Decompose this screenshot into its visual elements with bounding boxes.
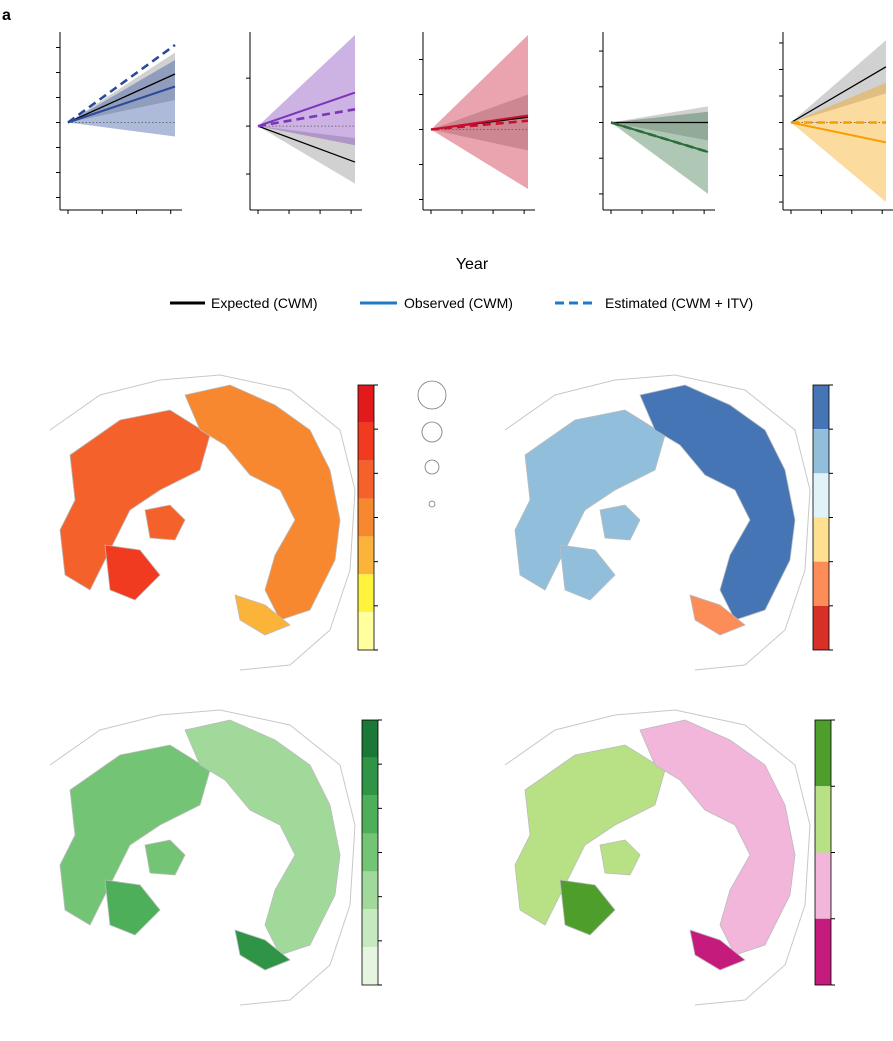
colorbar-segment xyxy=(358,385,374,423)
colorbar-segment xyxy=(362,947,378,985)
map-land xyxy=(49,709,356,1006)
land-region xyxy=(639,384,796,621)
ci-band-expected xyxy=(68,52,175,123)
land-region xyxy=(234,929,291,971)
colorbar-segment xyxy=(358,498,374,537)
colorbar-segment xyxy=(813,561,829,606)
series-line-estimated xyxy=(610,121,709,154)
land-region xyxy=(559,879,616,936)
trait-chart-1 xyxy=(246,32,362,214)
land-region xyxy=(184,384,341,621)
trait-chart-3 xyxy=(599,32,715,214)
legend: Expected (CWM) Observed (CWM) Estimated … xyxy=(170,295,753,311)
ci-band-observed xyxy=(791,82,886,203)
colorbar-segment xyxy=(358,574,374,613)
map-land xyxy=(504,709,811,1006)
colorbar-segment xyxy=(362,833,378,872)
ci-band-observed xyxy=(258,35,355,146)
series-line-observed xyxy=(257,91,356,128)
colorbar-segment xyxy=(362,720,378,758)
land-region xyxy=(234,594,291,636)
ci-band-observed xyxy=(431,35,528,189)
coastline xyxy=(49,374,356,671)
land-region xyxy=(514,409,666,591)
panel-a-letter: a xyxy=(2,7,11,24)
series-line-expected xyxy=(790,66,887,124)
series-line-expected xyxy=(67,73,176,124)
coastline xyxy=(49,709,356,1006)
series-line-observed xyxy=(790,121,887,144)
legend-expected-label: Expected (CWM) xyxy=(211,295,318,311)
land-region xyxy=(599,504,641,541)
land-region xyxy=(639,719,796,956)
colorbar-segment xyxy=(358,536,374,575)
land-region xyxy=(144,839,186,876)
land-region xyxy=(514,744,666,926)
series-line-expected xyxy=(257,125,356,163)
sensitivity-circle xyxy=(428,500,436,508)
colorbar-segment xyxy=(358,612,374,650)
coastline xyxy=(504,374,811,671)
colorbar-segment xyxy=(815,720,831,787)
map-land xyxy=(49,374,356,671)
land-region xyxy=(144,504,186,541)
map-panel-c xyxy=(504,374,833,671)
colorbar-segment xyxy=(815,786,831,853)
coastline xyxy=(504,709,811,1006)
ci-band-observed xyxy=(611,111,708,194)
sensitivity-circle xyxy=(424,459,440,475)
map-panel-e xyxy=(504,709,835,1006)
ci-band-expected xyxy=(611,106,708,141)
ci-band-expected xyxy=(258,126,355,184)
legend-estimated-label: Estimated (CWM + ITV) xyxy=(605,295,753,311)
land-region xyxy=(59,409,211,591)
series-line-estimated xyxy=(67,43,176,124)
series-line-estimated xyxy=(257,108,356,128)
map-panel-d xyxy=(49,709,382,1006)
trait-chart-4 xyxy=(779,32,893,214)
map-panels xyxy=(49,374,835,1006)
land-region xyxy=(104,879,161,936)
sensitivity-circle xyxy=(417,380,447,410)
colorbar-segment xyxy=(813,517,829,562)
land-region xyxy=(559,544,616,601)
colorbar-segment xyxy=(358,422,374,461)
series-line-observed xyxy=(67,85,176,124)
land-region xyxy=(184,719,341,956)
land-region xyxy=(689,929,746,971)
colorbar-segment xyxy=(813,385,829,430)
land-region xyxy=(599,839,641,876)
colorbar-segment xyxy=(362,871,378,910)
land-region xyxy=(104,544,161,601)
map-land xyxy=(504,374,811,671)
ci-band-expected xyxy=(791,40,886,123)
trait-chart-0 xyxy=(56,32,182,214)
land-region xyxy=(59,744,211,926)
trait-chart-2 xyxy=(419,32,535,214)
colorbar-segment xyxy=(815,852,831,919)
panel-a-plots xyxy=(56,32,893,214)
map-panel-b xyxy=(49,374,447,671)
land-region xyxy=(689,594,746,636)
colorbar-segment xyxy=(362,795,378,834)
colorbar-segment xyxy=(815,918,831,985)
colorbar-segment xyxy=(813,473,829,518)
colorbar-segment xyxy=(813,429,829,474)
colorbar-segment xyxy=(358,460,374,499)
colorbar-segment xyxy=(362,757,378,796)
colorbar-segment xyxy=(813,605,829,650)
sensitivity-circle xyxy=(421,421,443,443)
series-line-estimated xyxy=(430,119,529,131)
x-axis-label: Year xyxy=(456,256,489,273)
legend-observed-label: Observed (CWM) xyxy=(404,295,513,311)
colorbar-segment xyxy=(362,909,378,948)
